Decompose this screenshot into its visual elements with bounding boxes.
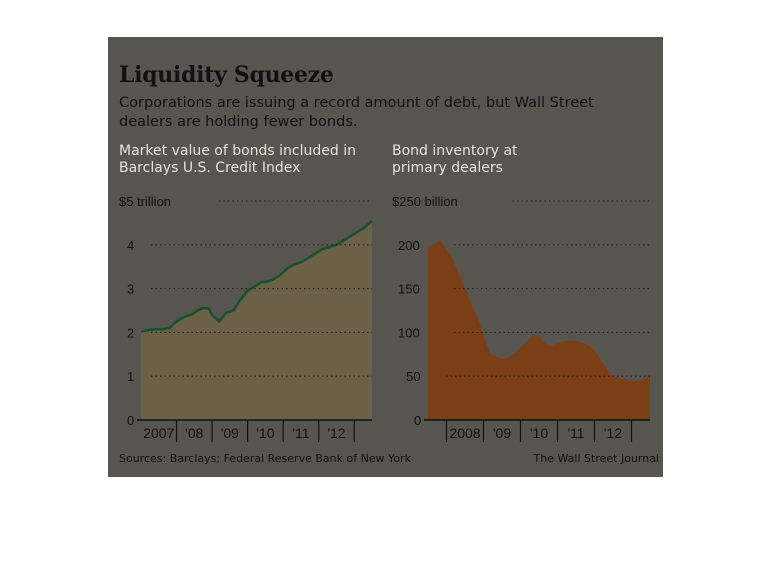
right-y-tick-label: 100 (398, 325, 420, 340)
left-x-tick-label: '11 (292, 425, 309, 441)
left-x-tick-label: 2007 (143, 425, 174, 441)
left-series-line (140, 219, 373, 333)
right-x-tick-label: '12 (604, 425, 622, 441)
sources-note: Sources: Barclays; Federal Reserve Bank … (119, 452, 411, 465)
right-y-tick-label: 50 (406, 369, 420, 384)
right-y-tick-label: 0 (414, 413, 421, 428)
left-y-tick-label: 3 (127, 282, 134, 297)
left-y-tick-label: 2 (127, 325, 134, 340)
right-chart-label: Bond inventory at primary dealers (392, 143, 518, 176)
credit-note: The Wall Street Journal (533, 452, 659, 465)
right-x-tick-label: '11 (567, 425, 584, 441)
chart-subtitle: Corporations are issuing a record amount… (119, 95, 594, 130)
left-chart-label: Market value of bonds included in Barcla… (119, 143, 356, 176)
right-y-tick-label: $250 billion (392, 194, 458, 209)
right-x-tick-label: 2008 (449, 425, 480, 441)
left-x-tick-label: '10 (256, 425, 274, 441)
left-y-tick-label: $5 trillion (119, 194, 171, 209)
left-y-tick-label: 4 (127, 238, 134, 253)
right-y-tick-label: 150 (398, 282, 420, 297)
left-y-tick-label: 0 (127, 413, 134, 428)
left-x-tick-label: '08 (185, 425, 203, 441)
right-series-area (428, 240, 650, 420)
left-series-area (141, 220, 372, 420)
right-y-tick-label: 200 (398, 238, 420, 253)
right-x-tick-label: '10 (530, 425, 548, 441)
right-x-tick-label: '09 (493, 425, 511, 441)
chart-title: Liquidity Squeeze (119, 62, 334, 88)
left-y-tick-label: 1 (127, 369, 134, 384)
left-x-tick-label: '09 (221, 425, 239, 441)
left-x-tick-label: '12 (327, 425, 345, 441)
